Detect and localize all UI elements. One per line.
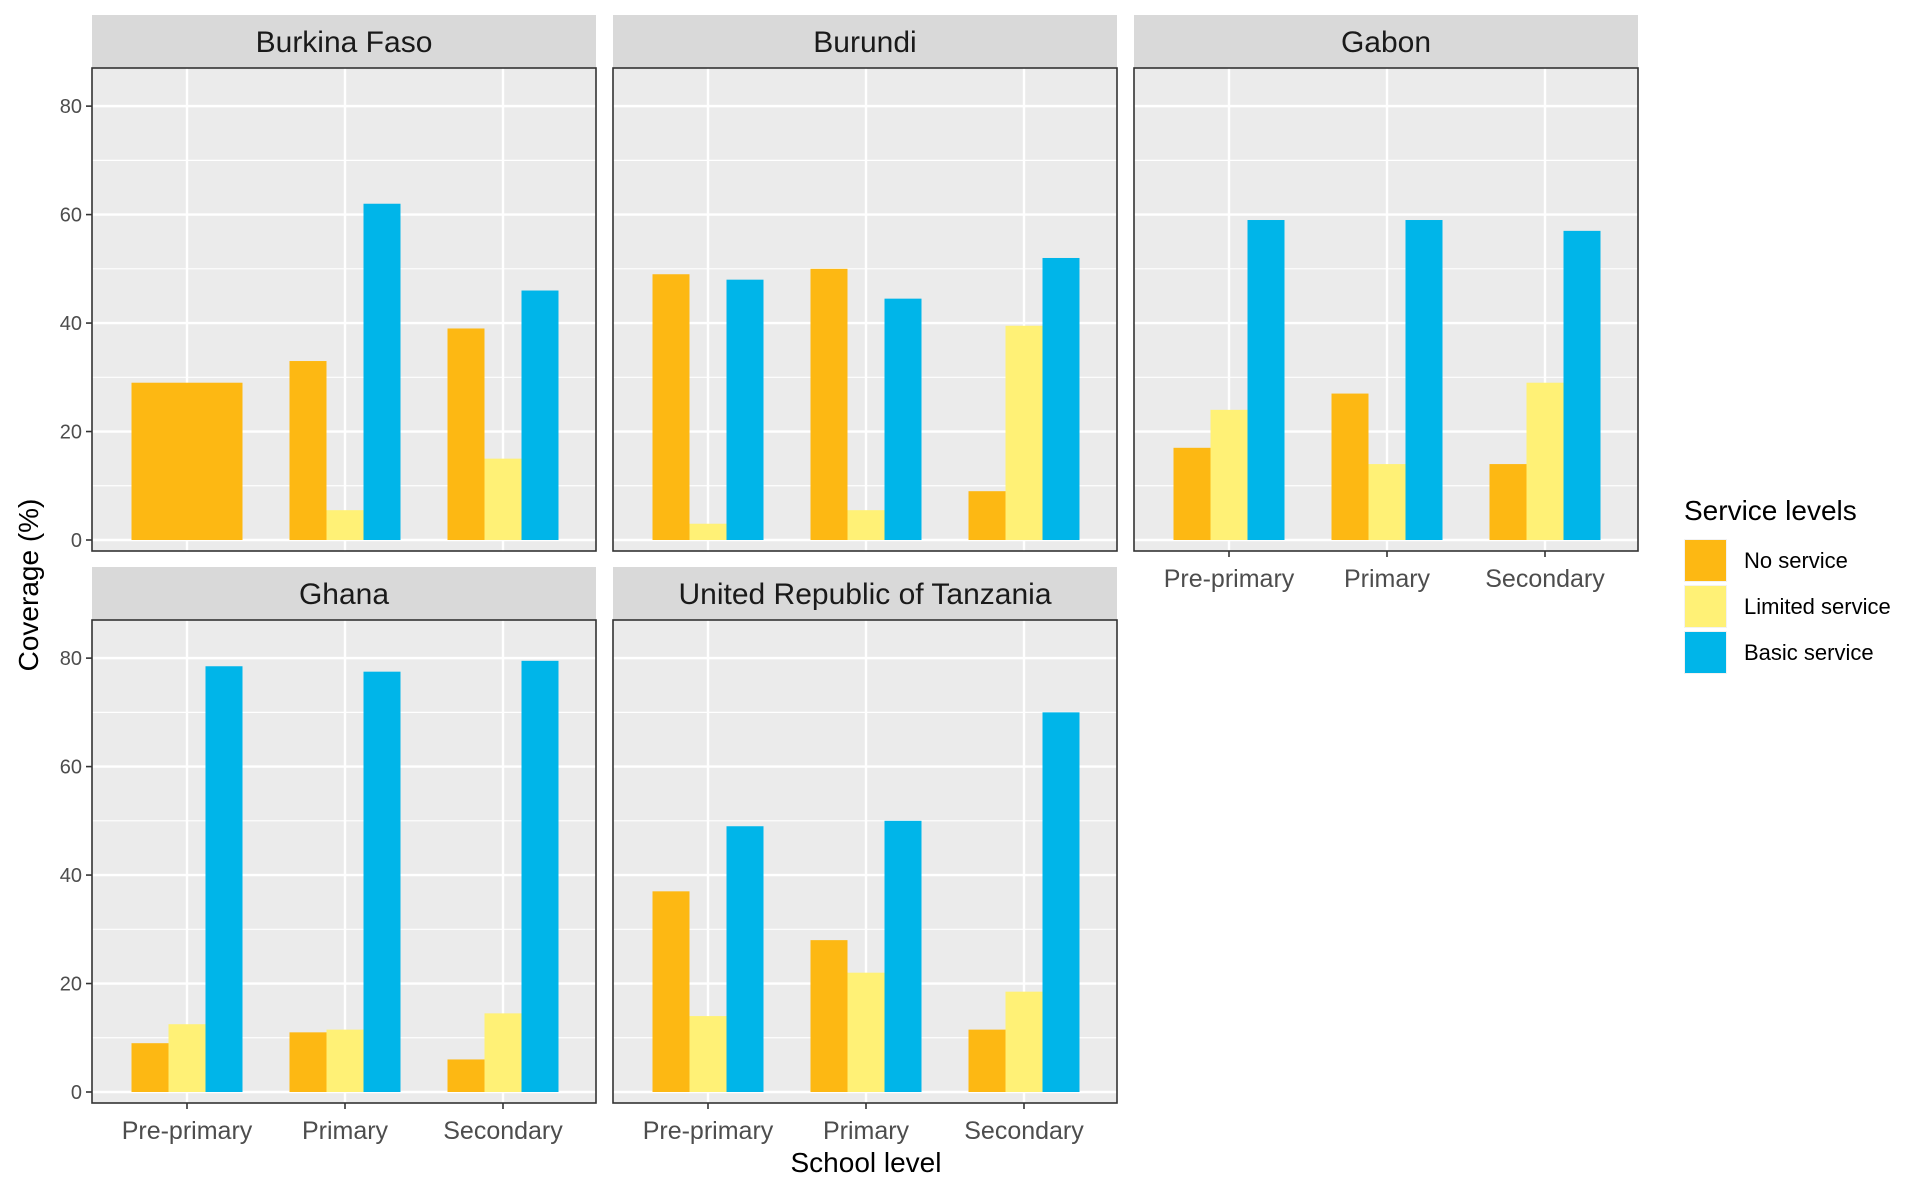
panel-border [612,619,1118,1104]
x-tick-label: Secondary [443,1117,563,1145]
bar-basic-service-primary [363,671,401,1092]
bar-no-service-pre-primary [652,274,690,540]
bar-no-service-secondary [968,1029,1006,1092]
panel-ghana: Ghana 0 20 40 60 80 Pre-primary Primary Secondar… [60,567,597,1145]
x-tick-label: Primary [823,1117,910,1145]
panel-burundi: Burundi [612,15,1118,552]
bar-basic-service-pre-primary [726,279,764,540]
legend-swatch-basic-service [1685,632,1726,673]
panel-strip [1134,15,1638,68]
x-tick-label: Pre-primary [643,1117,774,1145]
panel-strip-label: Ghana [299,578,389,611]
bar-basic-service-primary [363,203,401,540]
panel-strip [613,567,1117,620]
panel-strip-label: Burundi [813,26,916,59]
y-tick-label: 0 [71,1082,82,1104]
panel-strip [613,15,1117,68]
y-axis-title: Coverage (%) [13,499,44,672]
bar-basic-service-primary [884,820,922,1092]
bar-basic-service-secondary [521,290,559,540]
bar-no-service-primary [289,1032,327,1092]
bar-basic-service-pre-primary [205,666,243,1092]
x-axis-title: School level [791,1147,942,1178]
x-tick-label: Secondary [1485,565,1605,593]
bar-basic-service-secondary [521,660,559,1092]
bar-limited-service-secondary [484,1013,522,1092]
y-tick-label: 60 [60,205,82,227]
panel-strip-label: United Republic of Tanzania [678,578,1051,611]
bar-limited-service-primary [326,1029,364,1092]
bar-limited-service-primary [1368,464,1406,540]
y-tick-label: 20 [60,974,82,996]
legend-swatch-no-service [1685,540,1726,581]
panel-strip [92,567,596,620]
bar-no-service-secondary [447,328,485,540]
y-tick-label: 40 [60,313,82,335]
bar-limited-service-primary [847,510,885,540]
bar-basic-service-primary [884,298,922,540]
x-tick-label: Secondary [964,1117,1084,1145]
bar-limited-service-primary [326,510,364,540]
bar-limited-service-secondary [1526,382,1564,540]
panel-border [1133,67,1639,552]
panel-united-republic-of-tanzania: United Republic of Tanzania Pre-primary Pr… [612,567,1118,1145]
bar-limited-service-pre-primary [1210,409,1248,540]
y-tick-label: 20 [60,422,82,444]
bar-no-service-secondary [1489,464,1527,540]
legend-swatch-limited-service [1685,586,1726,627]
legend-label: Basic service [1744,640,1874,665]
bar-no-service-primary [1331,393,1369,540]
x-tick-label: Pre-primary [122,1117,253,1145]
panel-border [612,67,1118,552]
legend-label: No service [1744,548,1848,573]
legend-label: Limited service [1744,594,1891,619]
panel-border [91,67,597,552]
bar-no-service-primary [810,940,848,1092]
panel-border [91,619,597,1104]
bar-no-service-primary [810,268,848,540]
bar-basic-service-pre-primary [726,826,764,1092]
y-tick-label: 0 [71,530,82,552]
bar-limited-service-primary [847,972,885,1092]
bar-no-service-pre-primary [131,1043,169,1092]
bar-basic-service-secondary [1042,257,1080,540]
panel-strip-label: Burkina Faso [256,26,433,59]
x-tick-label: Primary [302,1117,389,1145]
bar-no-service-pre-primary [652,891,690,1092]
bar-limited-service-pre-primary [689,523,727,540]
bar-limited-service-secondary [484,458,522,540]
bar-limited-service-secondary [1005,325,1043,540]
bar-basic-service-secondary [1042,712,1080,1092]
bar-no-service-primary [289,361,327,540]
y-tick-label: 60 [60,757,82,779]
panel-strip-label: Gabon [1341,26,1431,59]
bar-limited-service-pre-primary [168,1024,206,1092]
bar-no-service-secondary [968,491,1006,540]
bar-limited-service-pre-primary [689,1016,727,1092]
bar-no-service-pre-primary [1173,447,1211,540]
x-tick-label: Pre-primary [1164,565,1295,593]
legend-title: Service levels [1684,495,1857,526]
panel-strip [92,15,596,68]
x-tick-label: Primary [1344,565,1431,593]
y-tick-label: 40 [60,865,82,887]
panel-burkina-faso: Burkina Faso 0 20 40 60 80 [60,15,597,552]
y-tick-label: 80 [60,648,82,670]
bar-basic-service-pre-primary [1247,220,1285,540]
bar-limited-service-secondary [1005,991,1043,1092]
y-tick-label: 80 [60,96,82,118]
bar-no-service-secondary [447,1059,485,1092]
legend: Service levels No service Limited service… [1684,495,1891,674]
bar-basic-service-primary [1405,220,1443,540]
bar-no-service-pre-primary [131,382,243,540]
bar-basic-service-secondary [1563,230,1601,540]
panel-gabon: Gabon Pre-primary Primary Secondary [1133,15,1639,593]
